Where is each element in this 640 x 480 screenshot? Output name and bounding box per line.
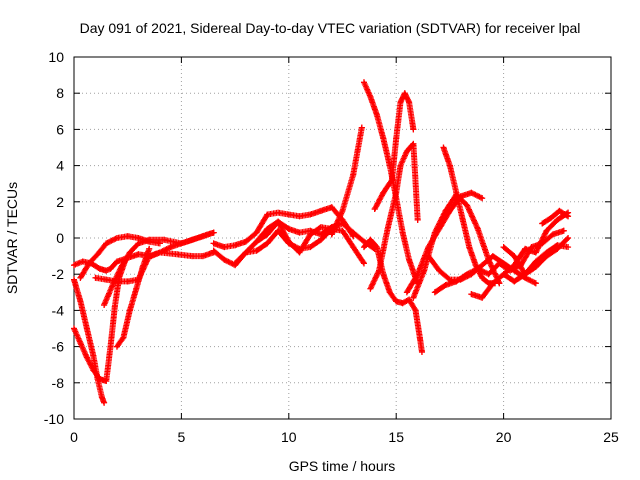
chart-title: Day 091 of 2021, Sidereal Day-to-day VTE… (80, 20, 581, 36)
series-trace (328, 124, 365, 238)
series-trace (371, 90, 417, 212)
series-trace (71, 256, 129, 384)
series-trace (361, 236, 425, 356)
y-tick-label: -8 (52, 375, 65, 391)
series-arc-23 (500, 235, 572, 278)
y-tick-label: -4 (52, 302, 65, 318)
series-trace (232, 225, 367, 267)
series-trace (210, 204, 357, 251)
series-arc-19 (440, 144, 499, 287)
series-trace (500, 209, 572, 278)
grid (74, 57, 611, 419)
y-tick-label: 0 (56, 230, 64, 246)
series-arc-24 (500, 209, 572, 278)
series-arc-14 (360, 236, 425, 356)
y-tick-label: 10 (48, 49, 64, 65)
x-axis-label: GPS time / hours (289, 458, 396, 474)
y-tick-label: -10 (44, 411, 64, 427)
series-arc-4 (77, 233, 163, 281)
y-tick-label: -6 (52, 339, 65, 355)
series-trace (440, 144, 499, 287)
series-arc-7 (113, 245, 153, 350)
x-tick-label: 10 (281, 429, 297, 445)
x-tick-label: 25 (603, 429, 619, 445)
x-tick-label: 20 (496, 429, 512, 445)
y-tick-label: 2 (56, 194, 64, 210)
series-arc-25 (539, 207, 572, 227)
y-tick-label: -2 (52, 266, 65, 282)
axis-ticks: 0 5 10 15 20 25 -10 -8 -6 -4 -2 0 2 4 6 8 10 (44, 49, 619, 445)
data-marks (71, 79, 572, 406)
series-arc-11 (253, 218, 378, 252)
series-arc-12 (328, 124, 365, 238)
x-tick-label: 15 (388, 429, 404, 445)
y-axis-label: SDTVAR / TECUs (4, 182, 20, 294)
series-trace (71, 276, 108, 406)
x-tick-label: 5 (178, 429, 186, 445)
series-arc-16 (371, 90, 417, 213)
series-arc-10 (232, 225, 367, 267)
series-arc-15 (367, 140, 421, 292)
series-trace (539, 207, 572, 227)
series-trace (367, 140, 421, 292)
series-arc-9 (210, 204, 357, 251)
y-tick-label: 6 (56, 121, 64, 137)
x-tick-label: 0 (70, 429, 78, 445)
series-trace (114, 245, 153, 350)
y-tick-label: 4 (56, 158, 64, 174)
series-arc-2 (71, 276, 108, 406)
y-tick-label: 8 (56, 85, 64, 101)
